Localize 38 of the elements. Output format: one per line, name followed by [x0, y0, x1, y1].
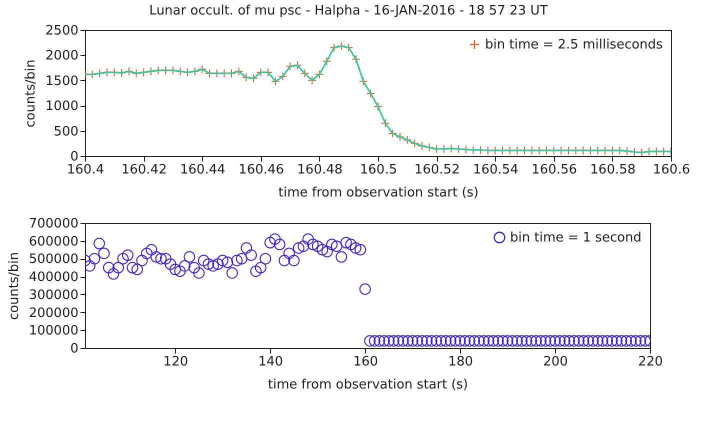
- y-tick-label: 500: [54, 124, 78, 140]
- y-tick-label: 0: [70, 342, 78, 356]
- x-axis-title: time from observation start (s): [278, 186, 479, 200]
- y-tick-label: 600000: [28, 234, 78, 250]
- x-tick-label: 160.48: [297, 162, 343, 178]
- x-tick-label: 160.44: [180, 162, 226, 178]
- y-tick-label: 1000: [45, 99, 78, 114]
- y-tick-label: 100000: [28, 324, 78, 339]
- x-tick-label: 180: [448, 354, 473, 370]
- x-tick-label: 160.5: [360, 162, 398, 178]
- y-axis-title: counts/bin: [6, 252, 22, 320]
- x-tick-label: 160.54: [472, 162, 518, 178]
- x-tick-label: 220: [638, 354, 663, 370]
- y-tick-label: 700000: [28, 216, 78, 232]
- x-tick-label: 160.46: [238, 162, 284, 178]
- x-tick-label: 160.6: [652, 162, 690, 178]
- x-tick-label: 200: [543, 354, 568, 370]
- legend-label: bin time = 2.5 milliseconds: [485, 38, 664, 52]
- x-tick-label: 160.52: [414, 162, 460, 178]
- x-tick-label: 160.58: [590, 162, 636, 178]
- y-tick-label: 0: [70, 150, 78, 164]
- x-tick-label: 160: [353, 354, 378, 370]
- x-tick-label: 120: [163, 354, 188, 370]
- x-tick-label: 140: [258, 354, 284, 370]
- y-tick-label: 2500: [45, 24, 78, 38]
- x-tick-label: 160.56: [532, 162, 578, 178]
- y-axis-title: counts/bin: [23, 60, 38, 128]
- y-tick-label: 1500: [45, 74, 78, 89]
- y-tick-label: 500000: [28, 252, 78, 268]
- x-tick-label: 160.42: [121, 162, 167, 178]
- chart-title: Lunar occult. of mu psc - Halpha - 16-JAN-2016 - 18 57 23 UT: [149, 4, 548, 18]
- x-axis-title: time from observation start (s): [268, 378, 468, 392]
- y-tick-label: 200000: [28, 306, 78, 321]
- y-tick-label: 400000: [28, 270, 78, 286]
- y-tick-label: 300000: [28, 288, 78, 303]
- y-tick-label: 2000: [45, 48, 78, 64]
- legend-label: bin time = 1 second: [510, 230, 642, 246]
- x-tick-label: 160.4: [66, 162, 104, 178]
